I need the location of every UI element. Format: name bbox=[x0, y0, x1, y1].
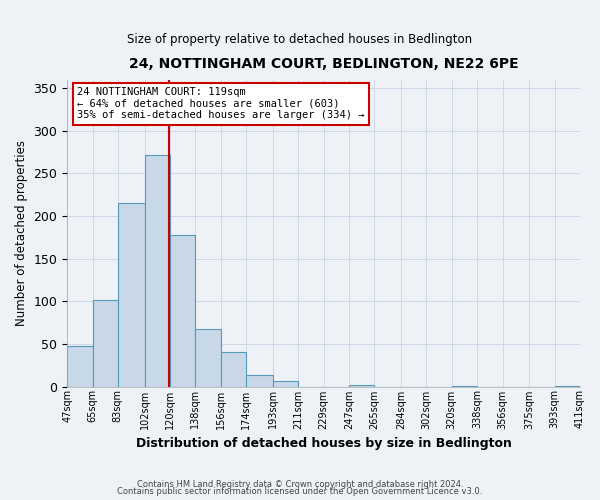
Text: 24 NOTTINGHAM COURT: 119sqm
← 64% of detached houses are smaller (603)
35% of se: 24 NOTTINGHAM COURT: 119sqm ← 64% of det… bbox=[77, 88, 365, 120]
Text: Contains public sector information licensed under the Open Government Licence v3: Contains public sector information licen… bbox=[118, 488, 482, 496]
Bar bbox=[221, 352, 246, 386]
Bar bbox=[67, 346, 92, 387]
Y-axis label: Number of detached properties: Number of detached properties bbox=[15, 140, 28, 326]
Text: Contains HM Land Registry data © Crown copyright and database right 2024.: Contains HM Land Registry data © Crown c… bbox=[137, 480, 463, 489]
Bar bbox=[118, 203, 145, 386]
Bar bbox=[349, 385, 374, 386]
Bar bbox=[196, 330, 221, 386]
Text: Size of property relative to detached houses in Bedlington: Size of property relative to detached ho… bbox=[127, 32, 473, 46]
X-axis label: Distribution of detached houses by size in Bedlington: Distribution of detached houses by size … bbox=[136, 437, 512, 450]
Bar bbox=[170, 235, 196, 386]
Bar bbox=[273, 380, 298, 386]
Bar bbox=[246, 374, 273, 386]
Bar bbox=[145, 154, 170, 386]
Bar bbox=[92, 300, 118, 386]
Title: 24, NOTTINGHAM COURT, BEDLINGTON, NE22 6PE: 24, NOTTINGHAM COURT, BEDLINGTON, NE22 6… bbox=[129, 58, 518, 71]
